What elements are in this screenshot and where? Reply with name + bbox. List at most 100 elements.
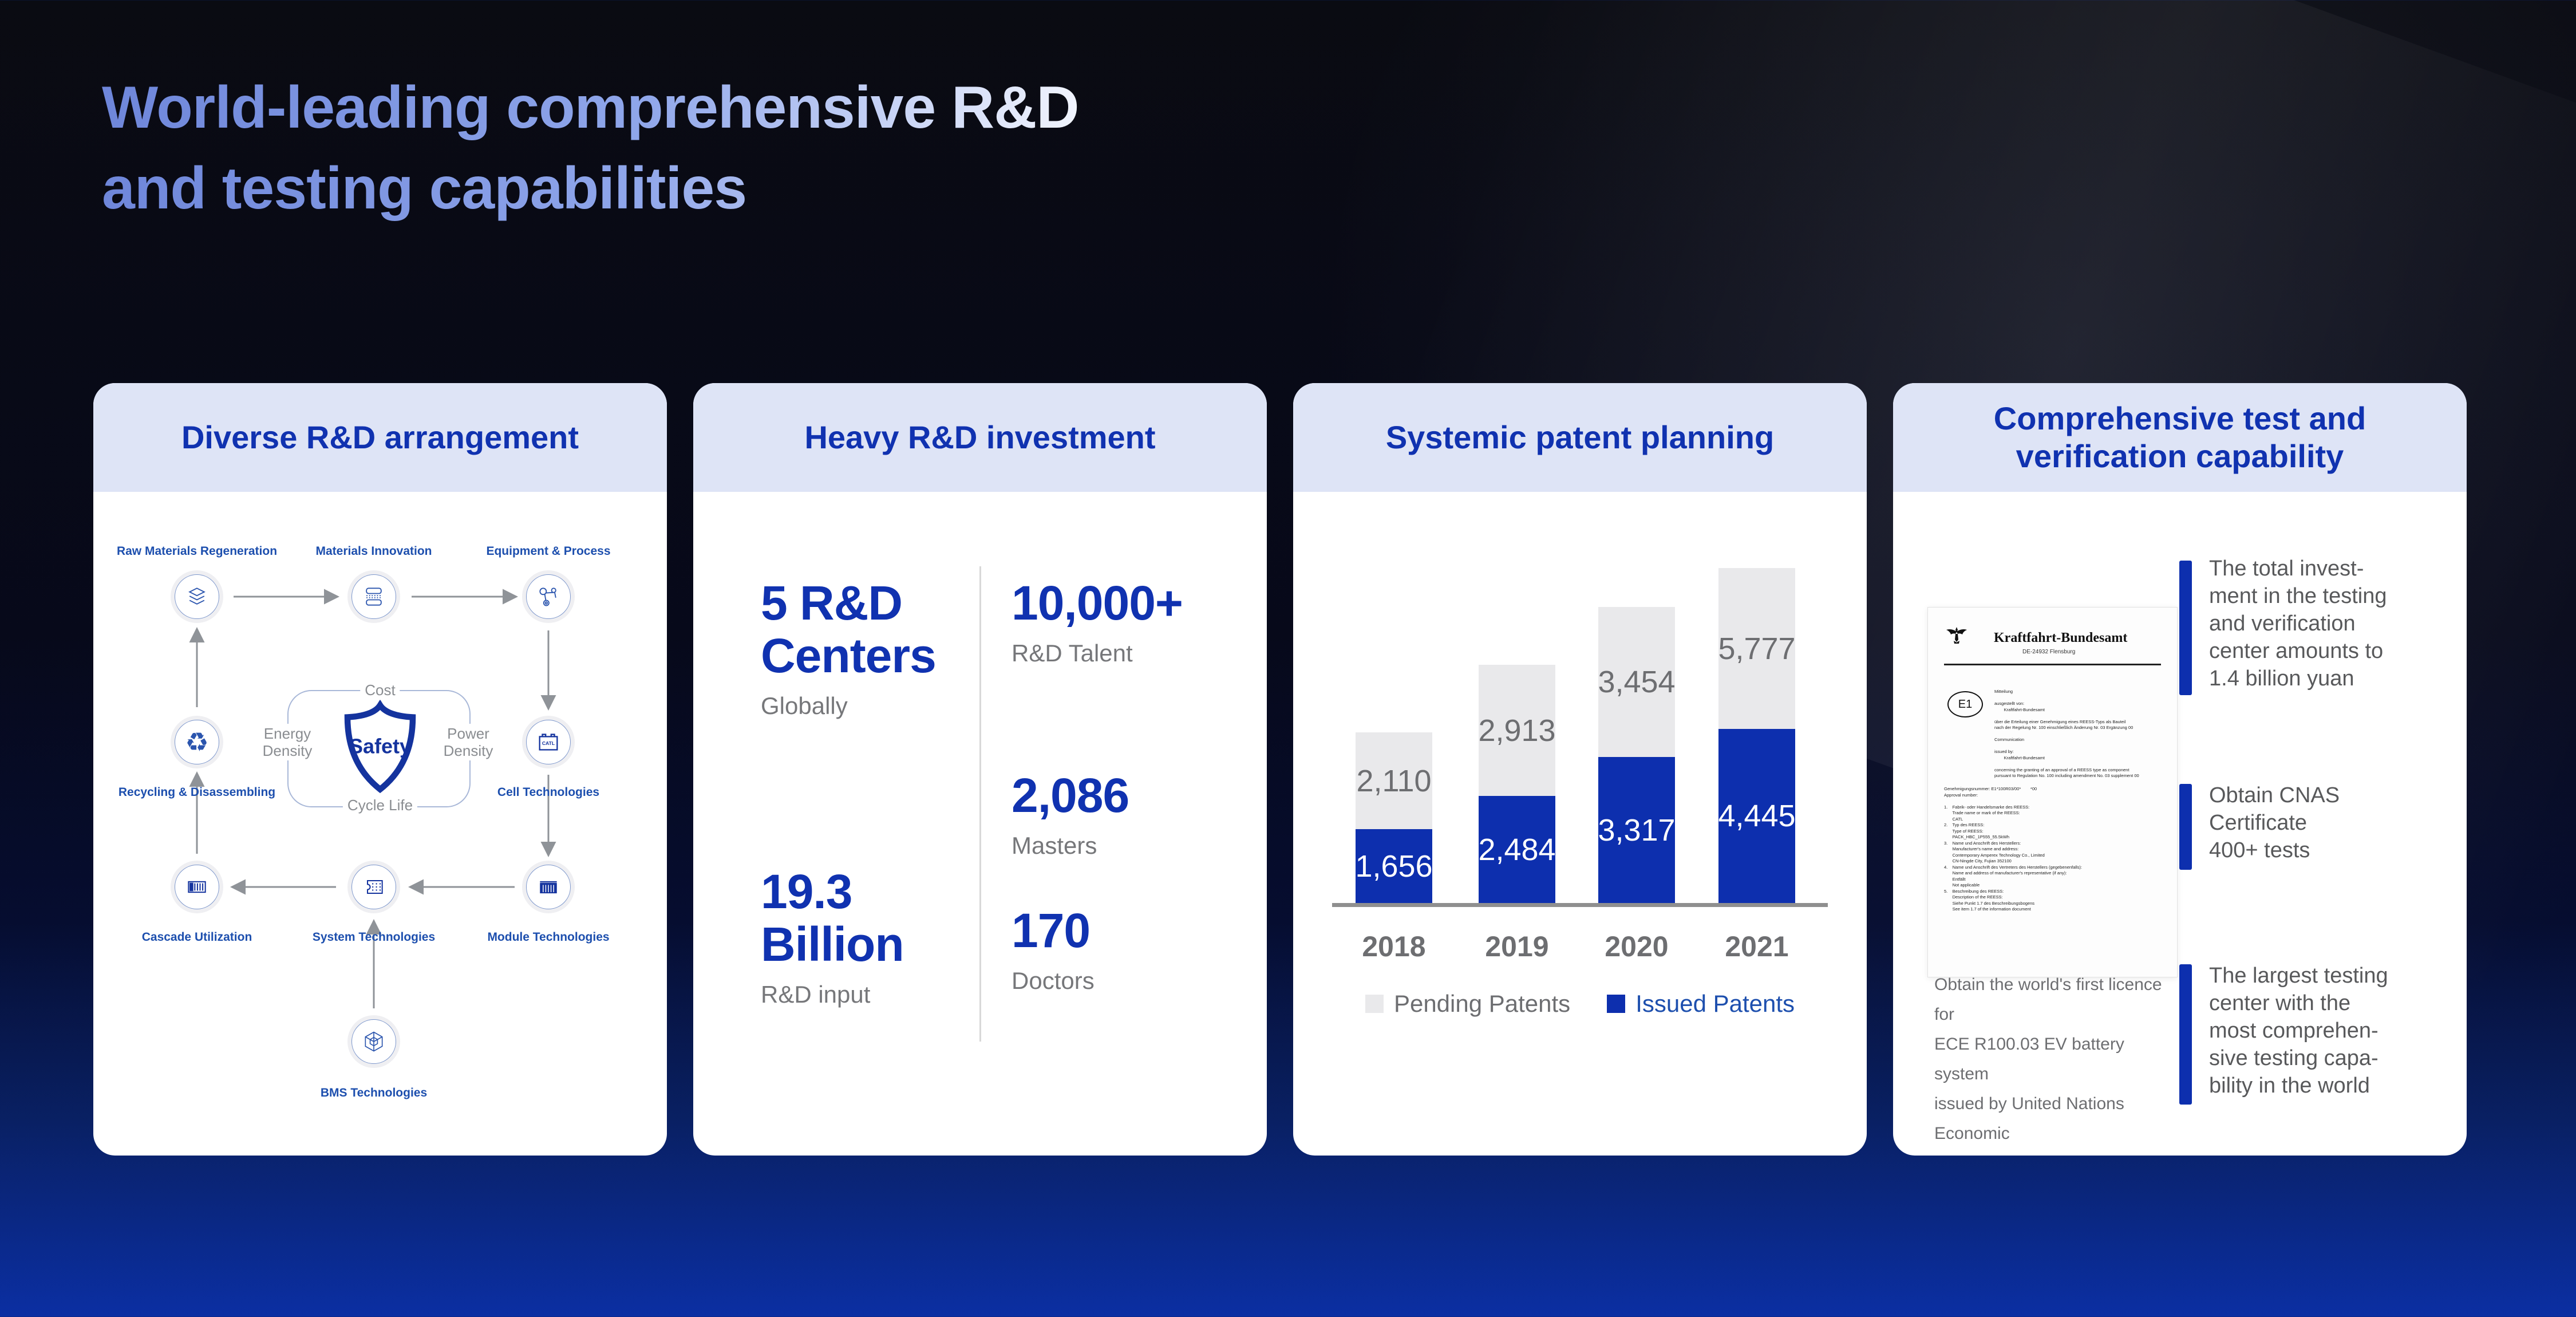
- bar-2021: 5,777 4,445: [1718, 568, 1796, 903]
- legend-pending: Pending Patents: [1365, 990, 1570, 1018]
- card-patent-planning-title: Systemic patent planning: [1385, 419, 1775, 455]
- bar-2019-pending-value: 2,913: [1478, 713, 1556, 748]
- stat-talent-value: 10,000+: [1012, 576, 1183, 630]
- label-raw-materials: Raw Materials Regeneration: [116, 545, 278, 558]
- bar-2018-pending-value: 2,110: [1356, 763, 1432, 798]
- stat-talent-label: R&D Talent: [1012, 640, 1133, 667]
- x-axis-line: [1332, 903, 1828, 907]
- legend-issued-label: Issued Patents: [1635, 990, 1795, 1017]
- node-equipment-process: [522, 570, 575, 623]
- x-label-2020: 2020: [1605, 930, 1669, 963]
- label-recycling: Recycling & Disassembling: [118, 786, 276, 799]
- label-system-technologies: System Technologies: [312, 930, 436, 944]
- label-materials-innovation: Materials Innovation: [315, 545, 432, 558]
- node-module-technologies: [522, 861, 575, 913]
- certificate-title: Kraftfahrt-Bundesamt: [1994, 630, 2128, 645]
- x-label-2019: 2019: [1485, 930, 1549, 963]
- kba-certificate: Kraftfahrt-Bundesamt DE-24932 Flensburg …: [1927, 607, 2178, 977]
- stat-centers-label: Globally: [761, 692, 848, 719]
- x-label-2018: 2018: [1362, 930, 1426, 963]
- card-diverse-rnd-title: Diverse R&D arrangement: [181, 419, 579, 455]
- node-bms: [347, 1015, 400, 1068]
- card-test-title-line1: Comprehensive test and: [1993, 400, 2366, 436]
- x-label-2021: 2021: [1725, 930, 1789, 963]
- label-module-technologies: Module Technologies: [487, 930, 610, 944]
- issued-swatch-icon: [1607, 995, 1626, 1013]
- label-bms: BMS Technologies: [320, 1086, 428, 1099]
- bar-2020: 3,454 3,317: [1598, 607, 1676, 903]
- card-patent-planning-header: Systemic patent planning: [1293, 383, 1867, 492]
- node-recycling: ♻: [171, 716, 223, 768]
- bar-2020-issued-segment: 3,317: [1598, 757, 1676, 903]
- node-system-technologies: [347, 861, 400, 913]
- card-rnd-investment-header: Heavy R&D investment: [693, 383, 1267, 492]
- stat-doctors-label: Doctors: [1012, 967, 1095, 994]
- node-cell-technologies: CATL: [522, 716, 575, 768]
- card-patent-planning: Systemic patent planning 2,110 1,656 2,9…: [1293, 383, 1867, 1156]
- card-test-verification: Comprehensive test and verification capa…: [1893, 383, 2467, 1156]
- accent-bar-cnas: [2179, 784, 2192, 870]
- cascade-icon: [175, 865, 219, 909]
- label-cascade: Cascade Utilization: [141, 930, 252, 944]
- card-test-title-line2: verification capability: [2016, 438, 2344, 474]
- bar-2018-issued-segment: 1,656: [1355, 829, 1433, 903]
- hub-power-density-label: Power Density: [438, 724, 498, 760]
- ece-licence-footnote: Obtain the world's first licence for ECE…: [1934, 975, 2162, 1156]
- stat-masters-label: Masters: [1012, 832, 1097, 859]
- label-cell-technologies: Cell Technologies: [497, 786, 600, 799]
- page-title-line2: and testing capabilities: [102, 155, 747, 222]
- node-cascade: [171, 861, 223, 913]
- bar-2018-pending-segment: 2,110: [1356, 732, 1432, 829]
- stat-input-label: R&D input: [761, 981, 871, 1008]
- certificate-subtitle: DE-24932 Flensburg: [2022, 649, 2076, 655]
- federal-eagle-icon: [1945, 625, 1968, 648]
- battery-icon: CATL: [526, 720, 571, 764]
- card-rnd-investment-title: Heavy R&D investment: [804, 419, 1156, 455]
- bar-2019-issued-value: 2,484: [1478, 832, 1556, 867]
- info-block-largest-center: The largest testing center with the most…: [2209, 964, 2388, 1098]
- hub-cost-label: Cost: [360, 680, 400, 700]
- recycle-icon: ♻: [175, 720, 219, 764]
- card-diverse-rnd: Diverse R&D arrangement Raw Materials Re…: [93, 383, 667, 1156]
- material-stack-icon: [351, 574, 396, 619]
- label-equipment-process: Equipment & Process: [486, 545, 611, 558]
- diagram-arrows: [189, 589, 556, 1008]
- bar-2019-pending-segment: 2,913: [1478, 665, 1556, 796]
- certificate-rule: [1944, 664, 2161, 665]
- stat-doctors-value: 170: [1012, 904, 1091, 957]
- page-title: World-leading comprehensive R&D and testi…: [102, 68, 1078, 229]
- bar-2020-issued-value: 3,317: [1598, 813, 1676, 847]
- robot-arm-icon: [526, 574, 571, 619]
- legend-pending-label: Pending Patents: [1393, 990, 1571, 1017]
- certificate-body-text: Genehmigungsnummer: E1*100R03/00* *00 App…: [1944, 786, 2082, 912]
- pack-system-icon: [351, 865, 396, 909]
- bar-2021-pending-value: 5,777: [1718, 631, 1796, 666]
- bar-2021-pending-segment: 5,777: [1718, 568, 1796, 729]
- hub-cycle-life-label: Cycle Life: [342, 795, 418, 815]
- module-icon: [526, 865, 571, 909]
- stat-masters-value: 2,086: [1012, 768, 1129, 822]
- card-diverse-rnd-header: Diverse R&D arrangement: [93, 383, 667, 492]
- stat-centers-value-line2: Centers: [761, 629, 937, 683]
- bar-2018-issued-value: 1,656: [1355, 849, 1433, 884]
- card-test-verification-header: Comprehensive test and verification capa…: [1893, 383, 2467, 492]
- node-materials-innovation: [347, 570, 400, 623]
- stat-input-value-line1: 19.3: [761, 865, 852, 918]
- safety-shield-icon: Safety: [337, 699, 423, 799]
- hub-energy-density-label: Energy Density: [258, 724, 317, 760]
- bar-2020-pending-segment: 3,454: [1598, 607, 1676, 757]
- bar-2020-pending-value: 3,454: [1598, 665, 1676, 699]
- bar-2019: 2,913 2,484: [1478, 665, 1556, 903]
- node-raw-materials: [171, 570, 223, 623]
- patents-bar-chart: 2,110 1,656 2,913 2,484 3,454 3,317 5,77…: [1293, 383, 1867, 906]
- info-block-cnas: Obtain CNAS Certificate 400+ tests: [2209, 783, 2340, 862]
- card-rnd-investment: Heavy R&D investment 5 R&D Centers Globa…: [693, 383, 1267, 1156]
- stat-input-value-line2: Billion: [761, 917, 904, 971]
- bar-2019-issued-segment: 2,484: [1478, 796, 1556, 903]
- stat-centers-value-line1: 5 R&D: [761, 576, 903, 630]
- bar-2021-issued-value: 4,445: [1718, 799, 1796, 833]
- certificate-intro-text: Mitteilung ausgestellt von: Kraftfahrt-Bu…: [1994, 689, 2139, 778]
- chart-legend: Pending Patents Issued Patents: [1293, 990, 1867, 1018]
- bar-2018: 2,110 1,656: [1355, 732, 1433, 903]
- pending-swatch-icon: [1365, 995, 1384, 1013]
